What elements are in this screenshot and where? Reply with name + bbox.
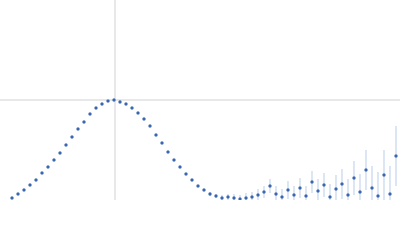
data-point [298, 186, 302, 190]
data-point [130, 106, 134, 110]
data-point [40, 171, 44, 175]
data-point [364, 168, 368, 172]
data-point [382, 173, 386, 177]
data-point [346, 193, 350, 197]
data-point [304, 194, 308, 198]
data-point [34, 178, 38, 182]
data-point [184, 172, 188, 176]
data-point [286, 188, 290, 192]
data-point [64, 143, 68, 147]
data-point [172, 158, 176, 162]
data-point [100, 102, 104, 106]
data-point [274, 192, 278, 196]
data-point [352, 176, 356, 180]
data-point [52, 158, 56, 162]
data-point [292, 193, 296, 197]
data-point [340, 182, 344, 186]
data-point [166, 150, 170, 154]
data-point [82, 120, 86, 124]
data-point [310, 180, 314, 184]
data-point [250, 195, 254, 199]
data-point [268, 184, 272, 188]
data-point [124, 102, 128, 106]
data-point [214, 194, 218, 198]
data-point [16, 192, 20, 196]
data-point [226, 195, 230, 199]
data-point [316, 189, 320, 193]
data-point [154, 133, 158, 137]
data-point [46, 165, 50, 169]
data-point [196, 184, 200, 188]
data-point [112, 98, 116, 102]
data-point [244, 196, 248, 200]
data-point [136, 111, 140, 115]
data-point [370, 186, 374, 190]
chart [0, 0, 400, 200]
data-point [76, 127, 80, 131]
data-point [358, 190, 362, 194]
data-point [58, 151, 62, 155]
data-point [322, 183, 326, 187]
data-point [22, 188, 26, 192]
data-point [142, 117, 146, 121]
data-point [376, 194, 380, 198]
data-point [148, 124, 152, 128]
data-point [220, 196, 224, 200]
data-point [70, 135, 74, 139]
data-point [202, 188, 206, 192]
data-point [256, 193, 260, 197]
data-point [10, 196, 14, 200]
page: {"chart_data": {"type": "scatter", "xlim… [0, 0, 400, 200]
data-point [334, 187, 338, 191]
data-point [94, 106, 98, 110]
data-point [388, 192, 392, 196]
data-point [280, 195, 284, 199]
data-point [208, 192, 212, 196]
data-point [190, 178, 194, 182]
data-point [28, 183, 32, 187]
data-point [88, 112, 92, 116]
data-point [178, 165, 182, 169]
data-point [118, 100, 122, 104]
data-point [238, 197, 242, 200]
data-point [160, 141, 164, 145]
data-point [328, 195, 332, 199]
data-point [232, 196, 236, 200]
data-point [262, 190, 266, 194]
data-point [106, 99, 110, 103]
data-point [394, 154, 398, 158]
